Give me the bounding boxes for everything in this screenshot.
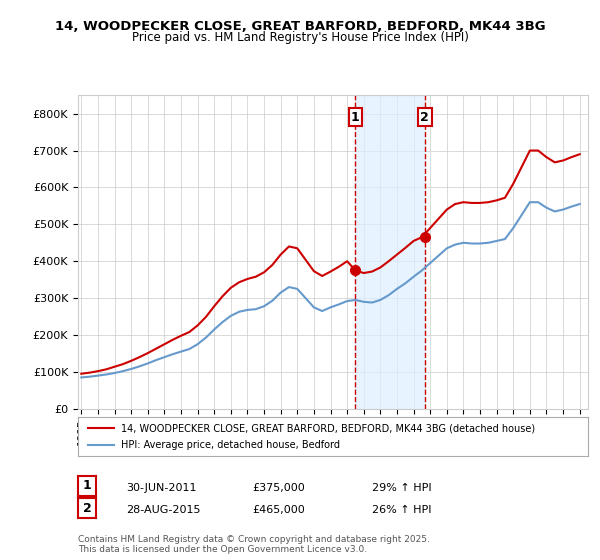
Text: 14, WOODPECKER CLOSE, GREAT BARFORD, BEDFORD, MK44 3BG: 14, WOODPECKER CLOSE, GREAT BARFORD, BED…	[55, 20, 545, 32]
Text: 1: 1	[83, 479, 91, 492]
Text: 1: 1	[351, 111, 360, 124]
Text: Price paid vs. HM Land Registry's House Price Index (HPI): Price paid vs. HM Land Registry's House …	[131, 31, 469, 44]
Text: £375,000: £375,000	[252, 483, 305, 493]
Text: 2: 2	[83, 502, 91, 515]
Text: HPI: Average price, detached house, Bedford: HPI: Average price, detached house, Bedf…	[121, 440, 340, 450]
Bar	[355, 95, 425, 409]
Text: £465,000: £465,000	[252, 505, 305, 515]
Text: 14, WOODPECKER CLOSE, GREAT BARFORD, BEDFORD, MK44 3BG (detached house): 14, WOODPECKER CLOSE, GREAT BARFORD, BED…	[121, 423, 535, 433]
Text: 28-AUG-2015: 28-AUG-2015	[126, 505, 200, 515]
Text: Contains HM Land Registry data © Crown copyright and database right 2025.
This d: Contains HM Land Registry data © Crown c…	[78, 535, 430, 554]
Text: 30-JUN-2011: 30-JUN-2011	[126, 483, 197, 493]
Text: 29% ↑ HPI: 29% ↑ HPI	[372, 483, 431, 493]
Text: 2: 2	[420, 111, 429, 124]
Text: 26% ↑ HPI: 26% ↑ HPI	[372, 505, 431, 515]
